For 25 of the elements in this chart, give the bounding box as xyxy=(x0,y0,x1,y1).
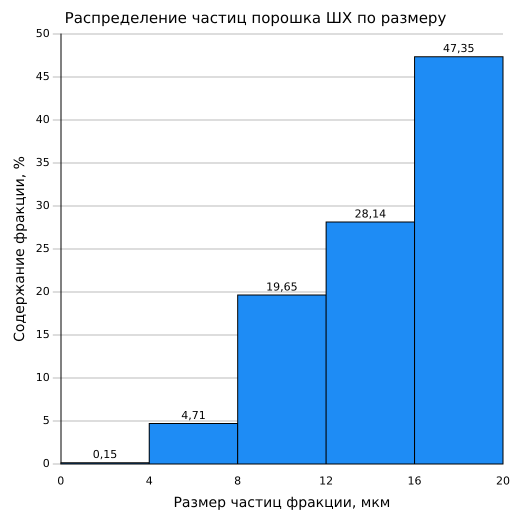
y-tick-label: 0 xyxy=(42,456,50,470)
y-tick-label: 5 xyxy=(42,414,50,427)
y-tick-label: 20 xyxy=(36,284,50,298)
data-label: 28,14 xyxy=(354,207,386,220)
y-tick-label: 15 xyxy=(36,328,50,341)
y-tick-label: 45 xyxy=(36,70,50,83)
y-tick-label: 40 xyxy=(36,112,50,126)
x-tick-label: 4 xyxy=(146,474,153,488)
y-tick-label: 35 xyxy=(36,156,50,169)
chart-title: Распределение частиц порошка ШХ по размеру xyxy=(64,8,446,27)
data-label: 4,71 xyxy=(181,408,206,422)
data-label: 47,35 xyxy=(443,42,475,56)
data-label: 19,65 xyxy=(266,280,298,294)
x-tick-label: 20 xyxy=(496,474,510,488)
y-tick-label: 25 xyxy=(36,242,50,255)
y-tick-label: 50 xyxy=(36,26,50,40)
x-tick-label: 8 xyxy=(234,474,242,488)
data-label: 0,15 xyxy=(92,448,118,462)
x-tick-label: 0 xyxy=(57,474,64,488)
y-tick-label: 30 xyxy=(36,198,50,212)
y-tick-label: 10 xyxy=(36,370,50,384)
x-tick-label: 12 xyxy=(319,474,334,488)
x-axis-title: Размер частиц фракции, мкм xyxy=(173,495,390,512)
x-tick-label: 16 xyxy=(408,474,422,488)
y-axis-title: Содержание фракции, % xyxy=(12,156,28,342)
